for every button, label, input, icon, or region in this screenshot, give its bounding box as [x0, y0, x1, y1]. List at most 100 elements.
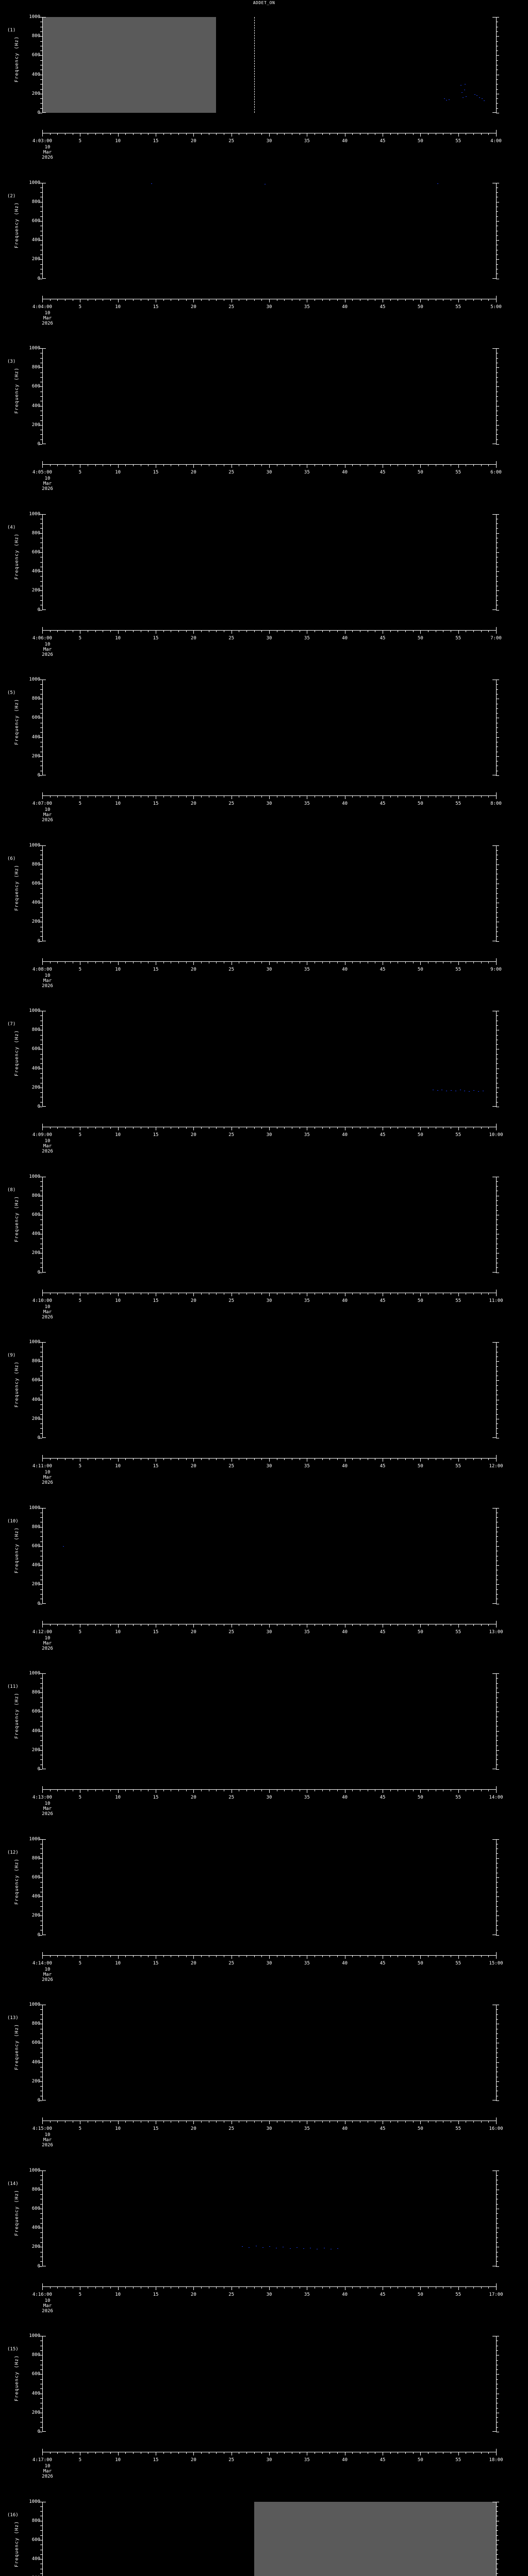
y-minor-tick-right	[496, 1073, 498, 1074]
x-tick	[42, 961, 43, 965]
x-minor-tick	[95, 1623, 96, 1626]
y-tick-label: 800	[31, 2187, 40, 2192]
plot-frame-cap	[42, 845, 46, 846]
x-tick	[118, 298, 119, 302]
x-tick	[118, 1623, 119, 1628]
y-tick-label: 0	[37, 773, 40, 778]
plot-frame-cap	[42, 112, 46, 113]
x-tick-label: 20	[190, 2458, 196, 2463]
plot-area: 0 200 400 600 800 1000	[29, 2333, 499, 2434]
x-minor-tick	[412, 1292, 414, 1295]
y-tick-right	[496, 425, 499, 426]
x-tick-label: 20	[190, 967, 196, 972]
y-minor-tick-right	[496, 98, 498, 99]
x-minor-tick	[57, 1955, 58, 1957]
y-axis-label: Frequency (Hz)	[14, 2189, 20, 2236]
x-tick-label: 20	[190, 2126, 196, 2131]
y-minor-tick-right	[496, 2057, 498, 2058]
y-minor-tick-right	[496, 1901, 498, 1902]
data-point	[451, 1090, 452, 1091]
x-minor-tick	[473, 1458, 474, 1460]
x-tick	[118, 2121, 119, 2124]
x-tick-label: 50	[417, 1464, 423, 1469]
x-minor-tick	[178, 133, 179, 135]
chart-panel: (4) Frequency (Hz) 0 200 400 600 800 1000 4:06:0…	[0, 502, 528, 667]
y-tick-right	[496, 2559, 499, 2560]
x-minor-tick	[201, 2121, 202, 2123]
x-tick-label: 40	[342, 2458, 348, 2463]
plot-area: 0 200 400 600 800 1000	[29, 14, 499, 115]
x-minor-tick	[50, 795, 51, 798]
x-tick	[269, 795, 270, 799]
plot-area: 0 200 400 600 800 1000	[29, 677, 499, 778]
y-minor-tick-right	[496, 1678, 498, 1679]
chart-panel: (7) Frequency (Hz) 0 200 400 600 800 1000 4:09:0…	[0, 999, 528, 1164]
x-axis-end-label: 4:00	[490, 139, 502, 144]
plot-area: 0 200 400 600 800 1000	[29, 843, 499, 944]
x-axis-date-stack: 10 Mar 2026	[42, 642, 53, 657]
x-minor-tick	[322, 298, 323, 301]
date-year: 2026	[42, 818, 53, 823]
x-axis-start-label: 4:15:00	[32, 2126, 52, 2131]
panel-index-label: (14)	[7, 2181, 19, 2187]
y-tick-label: 400	[31, 734, 40, 740]
y-minor-tick-right	[496, 2242, 498, 2243]
y-minor-tick	[40, 1423, 42, 1425]
date-year: 2026	[42, 1977, 53, 1982]
x-minor-tick	[216, 2452, 217, 2454]
x-tick-label: 5	[78, 139, 82, 144]
x-axis-date-stack: 10 Mar 2026	[42, 1636, 53, 1651]
date-year: 2026	[42, 2474, 53, 2479]
x-minor-tick	[254, 630, 255, 632]
date-month: Mar	[43, 2469, 52, 2474]
x-tick-label: 40	[342, 1298, 348, 1303]
x-minor-tick	[57, 2452, 58, 2454]
y-tick-right	[496, 775, 499, 776]
y-tick	[39, 609, 42, 611]
x-minor-tick	[57, 1458, 58, 1460]
x-minor-tick	[337, 298, 338, 301]
x-axis-end-label: 12:00	[489, 1464, 503, 1469]
y-minor-tick-right	[496, 1541, 498, 1542]
x-minor-tick	[216, 961, 217, 963]
x-tick-label: 55	[455, 139, 461, 144]
plot-frame-cap	[492, 609, 496, 610]
y-axis-label: Frequency (Hz)	[14, 1527, 20, 1573]
x-tick-label: 50	[417, 635, 423, 641]
y-tick	[39, 552, 42, 553]
y-tick	[39, 259, 42, 260]
x-minor-tick	[57, 795, 58, 798]
x-minor-tick	[322, 2452, 323, 2454]
x-axis-start-label: 4:16:00	[32, 2292, 52, 2297]
y-minor-tick-right	[496, 2184, 498, 2185]
x-tick-label: 55	[455, 1132, 461, 1138]
x-tick-label: 55	[455, 1960, 461, 1966]
y-minor-tick	[40, 41, 42, 42]
x-tick	[269, 630, 270, 634]
y-tick-right	[496, 221, 499, 222]
y-minor-tick-right	[496, 1517, 498, 1518]
y-tick-label: 800	[31, 1027, 40, 1033]
plot-frame-cap	[42, 514, 46, 515]
data-point	[151, 183, 153, 184]
x-minor-tick	[133, 464, 134, 466]
x-minor-tick	[254, 2452, 255, 2454]
y-tick-right	[496, 1584, 499, 1585]
plot-frame-cap	[42, 1106, 46, 1107]
y-minor-tick	[40, 2261, 42, 2262]
x-tick-label: 35	[304, 635, 310, 641]
x-minor-tick	[488, 2121, 489, 2123]
x-minor-tick	[337, 1789, 338, 1791]
y-minor-tick-right	[496, 893, 498, 894]
x-minor-tick	[201, 1955, 202, 1957]
x-minor-tick	[186, 2286, 187, 2289]
y-minor-tick	[40, 1044, 42, 1045]
x-minor-tick	[488, 133, 489, 135]
x-minor-tick	[254, 1955, 255, 1957]
x-minor-tick	[329, 961, 331, 963]
x-axis-line	[42, 461, 43, 465]
x-axis-start-label: 4:04:00	[32, 304, 52, 310]
y-minor-tick	[40, 917, 42, 918]
y-minor-tick-right	[496, 1219, 498, 1221]
x-minor-tick	[57, 630, 58, 632]
